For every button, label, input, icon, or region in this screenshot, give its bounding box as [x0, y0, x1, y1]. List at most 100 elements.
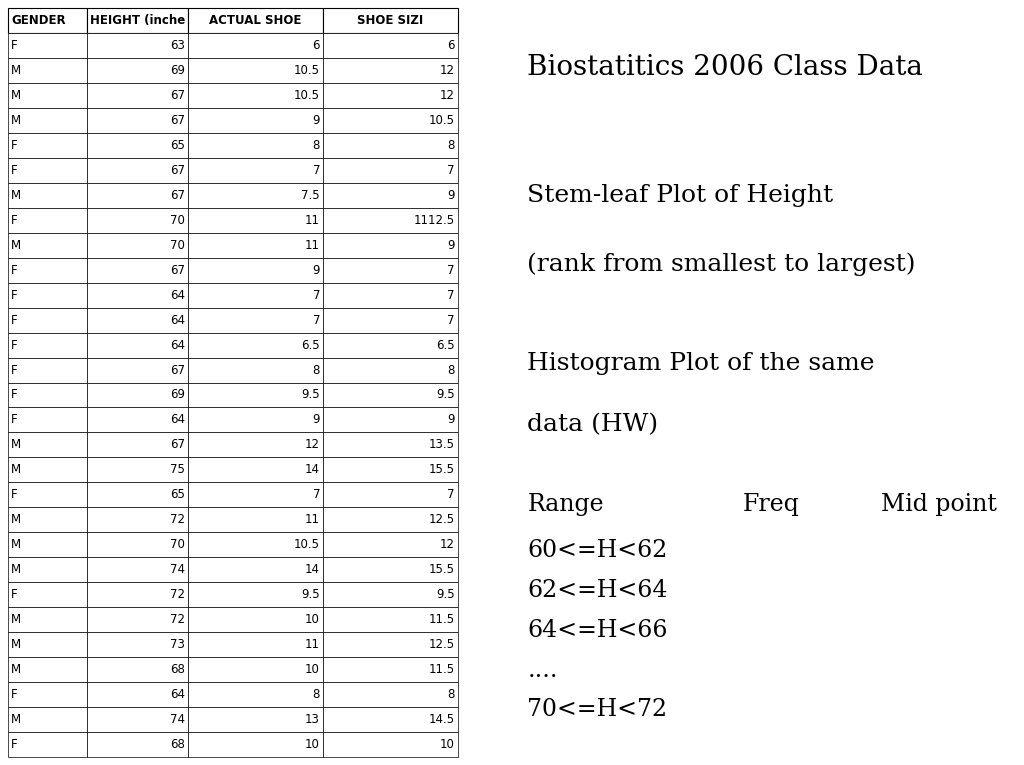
Text: 9: 9 [447, 239, 455, 252]
Text: 1112.5: 1112.5 [414, 213, 455, 226]
Bar [8, 282, 87, 308]
Bar [8, 208, 87, 233]
Bar [87, 682, 188, 707]
Text: 69: 69 [170, 64, 185, 77]
Text: 7: 7 [312, 314, 319, 327]
Bar [87, 282, 188, 308]
Bar [323, 258, 458, 282]
Bar [188, 532, 323, 557]
Bar [8, 357, 87, 382]
Bar [323, 483, 458, 507]
Text: 75: 75 [170, 464, 185, 477]
Bar [87, 308, 188, 333]
Bar [188, 707, 323, 732]
Text: 67: 67 [170, 189, 185, 202]
Text: Histogram Plot of the same: Histogram Plot of the same [527, 352, 874, 375]
Text: 7: 7 [312, 164, 319, 177]
Text: 12: 12 [305, 438, 319, 451]
Bar [87, 208, 188, 233]
Text: F: F [11, 389, 17, 402]
Bar [87, 83, 188, 108]
Bar [323, 83, 458, 108]
Bar [323, 557, 458, 582]
Text: 64: 64 [170, 688, 185, 701]
Text: F: F [11, 488, 17, 501]
Bar [188, 83, 323, 108]
Bar [8, 707, 87, 732]
Text: 69: 69 [170, 389, 185, 402]
Bar [188, 258, 323, 282]
Bar [87, 432, 188, 457]
Bar [323, 133, 458, 158]
Text: F: F [11, 363, 17, 376]
Text: 9: 9 [447, 189, 455, 202]
Text: (rank from smallest to largest): (rank from smallest to largest) [527, 252, 915, 276]
Text: 12.5: 12.5 [429, 513, 455, 526]
Text: 10.5: 10.5 [294, 64, 319, 77]
Bar [87, 258, 188, 282]
Text: 9.5: 9.5 [301, 588, 319, 601]
Text: 70: 70 [170, 239, 185, 252]
Text: ....: .... [527, 659, 558, 682]
Text: 14: 14 [305, 563, 319, 576]
Bar [8, 33, 87, 58]
Text: 7.5: 7.5 [301, 189, 319, 202]
Bar [8, 8, 87, 33]
Text: 60<=H<62: 60<=H<62 [527, 539, 668, 562]
Text: 15.5: 15.5 [429, 464, 455, 477]
Text: 10: 10 [305, 738, 319, 751]
Text: 10: 10 [440, 738, 455, 751]
Text: Mid point: Mid point [881, 493, 996, 516]
Text: 8: 8 [312, 138, 319, 151]
Text: M: M [11, 189, 22, 202]
Text: 67: 67 [170, 438, 185, 451]
Bar [188, 108, 323, 133]
Text: 64: 64 [170, 288, 185, 301]
Text: 7: 7 [447, 264, 455, 277]
Text: 11: 11 [305, 213, 319, 226]
Bar [8, 507, 87, 532]
Text: 67: 67 [170, 114, 185, 127]
Text: M: M [11, 239, 22, 252]
Text: 7: 7 [447, 488, 455, 501]
Text: F: F [11, 413, 17, 426]
Bar [323, 532, 458, 557]
Bar [188, 582, 323, 607]
Bar [87, 382, 188, 408]
Text: M: M [11, 663, 22, 676]
Bar [8, 108, 87, 133]
Text: 7: 7 [447, 164, 455, 177]
Text: 14: 14 [305, 464, 319, 477]
Text: 6: 6 [312, 39, 319, 52]
Text: F: F [11, 588, 17, 601]
Bar [188, 357, 323, 382]
Bar [323, 333, 458, 357]
Text: F: F [11, 738, 17, 751]
Bar [323, 357, 458, 382]
Bar [188, 382, 323, 408]
Text: F: F [11, 688, 17, 701]
Bar [8, 382, 87, 408]
Bar [188, 282, 323, 308]
Text: 64: 64 [170, 413, 185, 426]
Text: 64: 64 [170, 339, 185, 352]
Text: 70<=H<72: 70<=H<72 [527, 698, 668, 721]
Text: 12: 12 [440, 64, 455, 77]
Text: 64<=H<66: 64<=H<66 [527, 619, 668, 642]
Bar [87, 8, 188, 33]
Bar [8, 158, 87, 183]
Text: 11: 11 [305, 638, 319, 651]
Text: 8: 8 [447, 138, 455, 151]
Text: M: M [11, 114, 22, 127]
Bar [87, 233, 188, 258]
Text: 9.5: 9.5 [301, 389, 319, 402]
Bar [323, 432, 458, 457]
Bar [87, 632, 188, 657]
Bar [323, 632, 458, 657]
Text: 9.5: 9.5 [436, 389, 455, 402]
Bar [8, 457, 87, 483]
Text: M: M [11, 713, 22, 726]
Text: 11: 11 [305, 239, 319, 252]
Text: F: F [11, 213, 17, 226]
Bar [323, 208, 458, 233]
